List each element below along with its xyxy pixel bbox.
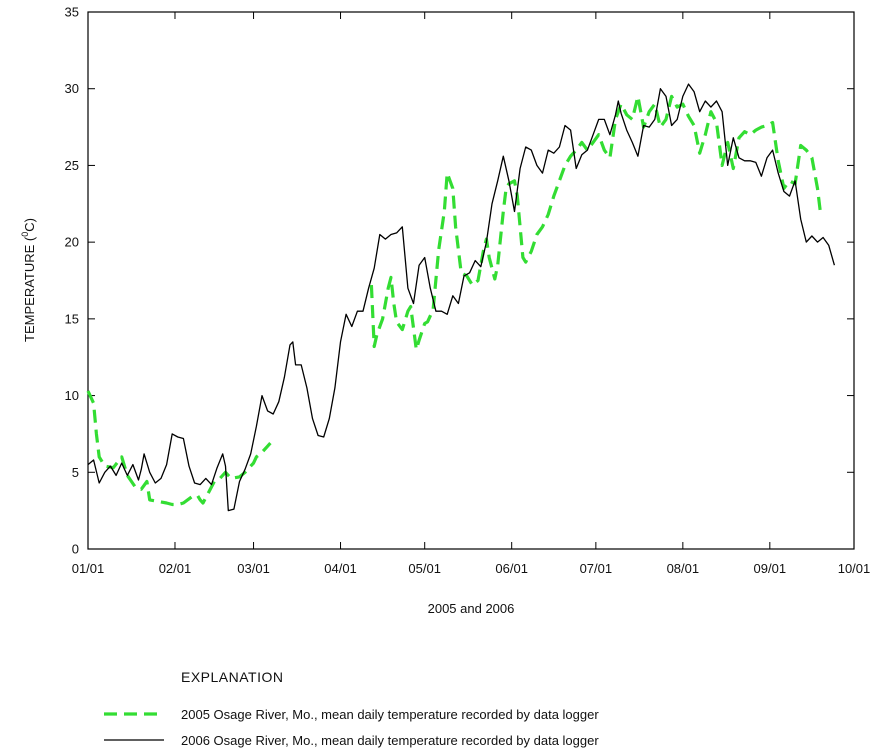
legend-label-2005: 2005 Osage River, Mo., mean daily temper… — [181, 707, 599, 722]
y-tick-label: 5 — [72, 465, 79, 480]
x-tick-label: 10/01 — [838, 561, 871, 576]
y-axis-ticks: 0 5 10 15 20 25 30 35 — [65, 5, 854, 557]
x-tick-label: 06/01 — [495, 561, 528, 576]
legend: EXPLANATION 2005 Osage River, Mo., mean … — [104, 669, 599, 748]
x-tick-label: 04/01 — [324, 561, 357, 576]
plot-frame — [87, 11, 855, 550]
svg-text:TEMPERATURE (0C): TEMPERATURE (0C) — [20, 218, 37, 342]
y-tick-label: 30 — [65, 81, 79, 96]
y-axis-title-unit: C) — [22, 218, 37, 232]
legend-title: EXPLANATION — [181, 669, 284, 685]
y-axis-title: TEMPERATURE (0C) — [20, 218, 37, 342]
x-tick-label: 05/01 — [408, 561, 441, 576]
x-tick-label: 02/01 — [159, 561, 192, 576]
y-tick-label: 25 — [65, 158, 79, 173]
y-axis-title-superscript: 0 — [20, 232, 30, 237]
y-tick-label: 15 — [65, 311, 79, 326]
y-tick-label: 10 — [65, 388, 79, 403]
x-tick-label: 08/01 — [667, 561, 700, 576]
y-tick-label: 35 — [65, 5, 79, 20]
x-axis-title: 2005 and 2006 — [428, 601, 515, 616]
y-tick-label: 0 — [72, 542, 79, 557]
x-tick-label: 01/01 — [72, 561, 105, 576]
x-tick-label: 09/01 — [754, 561, 787, 576]
x-tick-label: 07/01 — [580, 561, 613, 576]
series-line-2006-segment-0 — [87, 83, 836, 512]
legend-label-2006: 2006 Osage River, Mo., mean daily temper… — [181, 733, 599, 748]
x-tick-label: 03/01 — [237, 561, 270, 576]
x-axis-ticks: 01/01 02/01 03/01 04/01 05/01 06/01 07/01 08/01… — [72, 12, 871, 576]
series-layer — [86, 83, 836, 512]
y-tick-label: 20 — [65, 235, 79, 250]
y-axis-title-main: TEMPERATURE ( — [22, 236, 37, 342]
series-line-2005-segment-0 — [86, 390, 272, 507]
